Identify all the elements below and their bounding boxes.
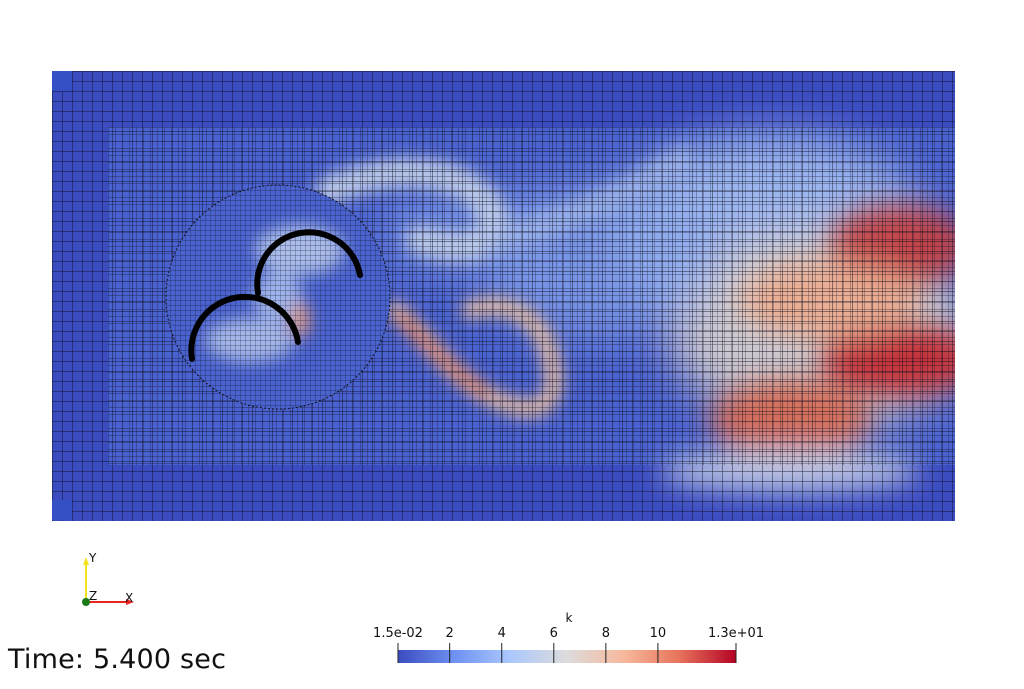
x-axis-label: X [125,591,134,605]
colorbar-ticks [397,643,737,663]
colorbar-title: k [565,611,573,625]
rotor-blade-upper [254,229,363,296]
colorbar-tick-label: 2 [445,626,454,641]
colorbar-tick-label: 1.5e-02 [373,626,423,641]
mesh-domain [52,71,955,521]
colorbar-gradient [398,650,736,663]
colorbar-tick-label: 8 [601,626,610,641]
x-axis-arrow [126,599,134,605]
z-axis-dot [82,598,90,606]
colorbar-tick-label: 1.3e+01 [707,626,765,641]
time-annotation: Time: 5.400 sec [8,644,227,675]
rotor-blade-lower [188,293,301,362]
y-axis-arrow [83,557,89,565]
z-axis-label: Z [89,589,98,603]
orientation-axes [82,557,134,606]
colorbar-tick-label: 6 [549,626,558,641]
colorbar-tick-label: 4 [497,626,506,641]
colorbar [397,643,737,663]
rotor-region [165,184,391,410]
y-axis-label: Y [89,551,97,565]
colorbar-tick-label: 10 [649,626,667,641]
